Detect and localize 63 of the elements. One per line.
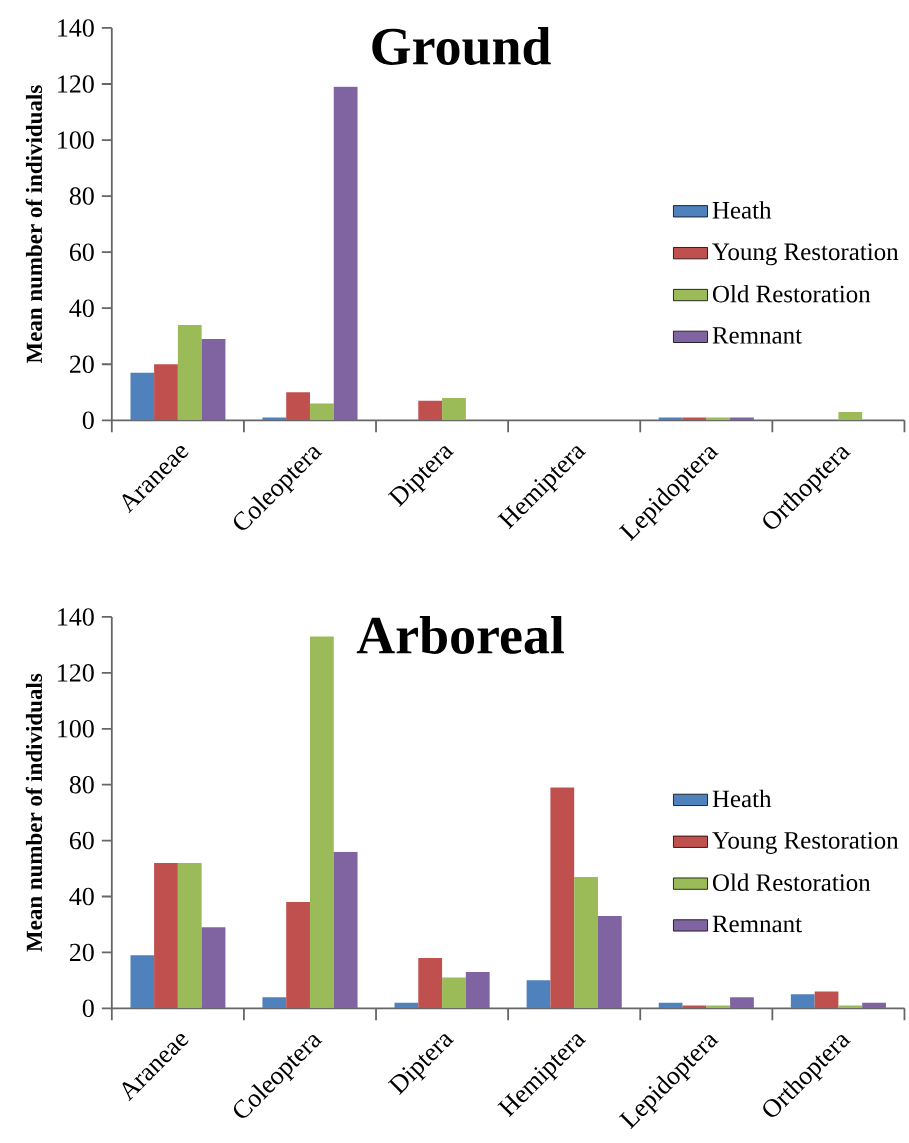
bar xyxy=(862,1002,887,1009)
y-tick-label: 20 xyxy=(70,355,94,374)
y-tick-label: 60 xyxy=(70,243,94,261)
bar xyxy=(682,417,707,421)
y-tick-label: 100 xyxy=(58,720,94,738)
bar xyxy=(526,980,551,1009)
bar xyxy=(791,994,815,1009)
bar xyxy=(418,957,443,1009)
y-tick-label: 140 xyxy=(58,608,94,626)
bar xyxy=(310,636,334,1009)
legend-label: Heath xyxy=(712,789,772,808)
bar xyxy=(838,411,863,421)
bar xyxy=(286,902,311,1009)
legend-label: Remnant xyxy=(712,915,803,933)
bar xyxy=(154,364,179,421)
y-tick-label: 100 xyxy=(58,131,94,149)
legend-label: Old Restoration xyxy=(713,284,871,303)
legend-label: Old Restoration xyxy=(713,873,871,892)
bar xyxy=(442,977,467,1009)
bar xyxy=(262,997,287,1009)
bar xyxy=(730,417,755,421)
y-tick-label: 80 xyxy=(69,187,94,205)
bar xyxy=(706,417,731,421)
bar xyxy=(178,325,202,421)
y-tick-label: 40 xyxy=(69,887,94,906)
bar xyxy=(201,339,226,421)
y-tick-label: 60 xyxy=(70,831,94,850)
bar xyxy=(730,997,755,1009)
y-tick-label: 0 xyxy=(82,999,94,1018)
y-tick-label: 120 xyxy=(58,75,94,93)
bar xyxy=(201,927,226,1009)
bar xyxy=(178,862,202,1009)
legend-label: Young Restoration xyxy=(712,831,899,854)
bar xyxy=(466,971,490,1009)
bar xyxy=(550,787,575,1009)
chart-title: Arboreal xyxy=(356,615,565,654)
bar xyxy=(658,1002,683,1009)
legend-label: Heath xyxy=(712,201,772,219)
bar xyxy=(442,397,467,421)
y-tick-label: 140 xyxy=(58,19,94,37)
bar xyxy=(130,955,155,1009)
y-axis-title: Mean number of individuals xyxy=(25,85,43,364)
bar xyxy=(286,392,311,421)
y-axis-title: Mean number of individuals xyxy=(25,673,43,952)
bar xyxy=(814,991,839,1009)
y-tick-label: 40 xyxy=(69,299,94,317)
bar xyxy=(154,862,179,1009)
y-tick-label: 80 xyxy=(69,775,94,794)
legend-label: Remnant xyxy=(712,327,803,344)
bar xyxy=(598,916,622,1009)
y-tick-label: 20 xyxy=(70,943,94,962)
legend-label: Young Restoration xyxy=(712,243,899,266)
bar xyxy=(310,403,334,421)
chart-title: Ground xyxy=(372,26,552,66)
bar xyxy=(262,417,287,421)
y-tick-label: 120 xyxy=(58,664,94,682)
y-tick-label: 0 xyxy=(82,411,94,430)
bar xyxy=(130,372,155,421)
bar xyxy=(574,876,599,1009)
bar xyxy=(658,417,683,421)
bar xyxy=(333,86,358,421)
bar xyxy=(418,400,443,421)
bar xyxy=(333,851,358,1009)
